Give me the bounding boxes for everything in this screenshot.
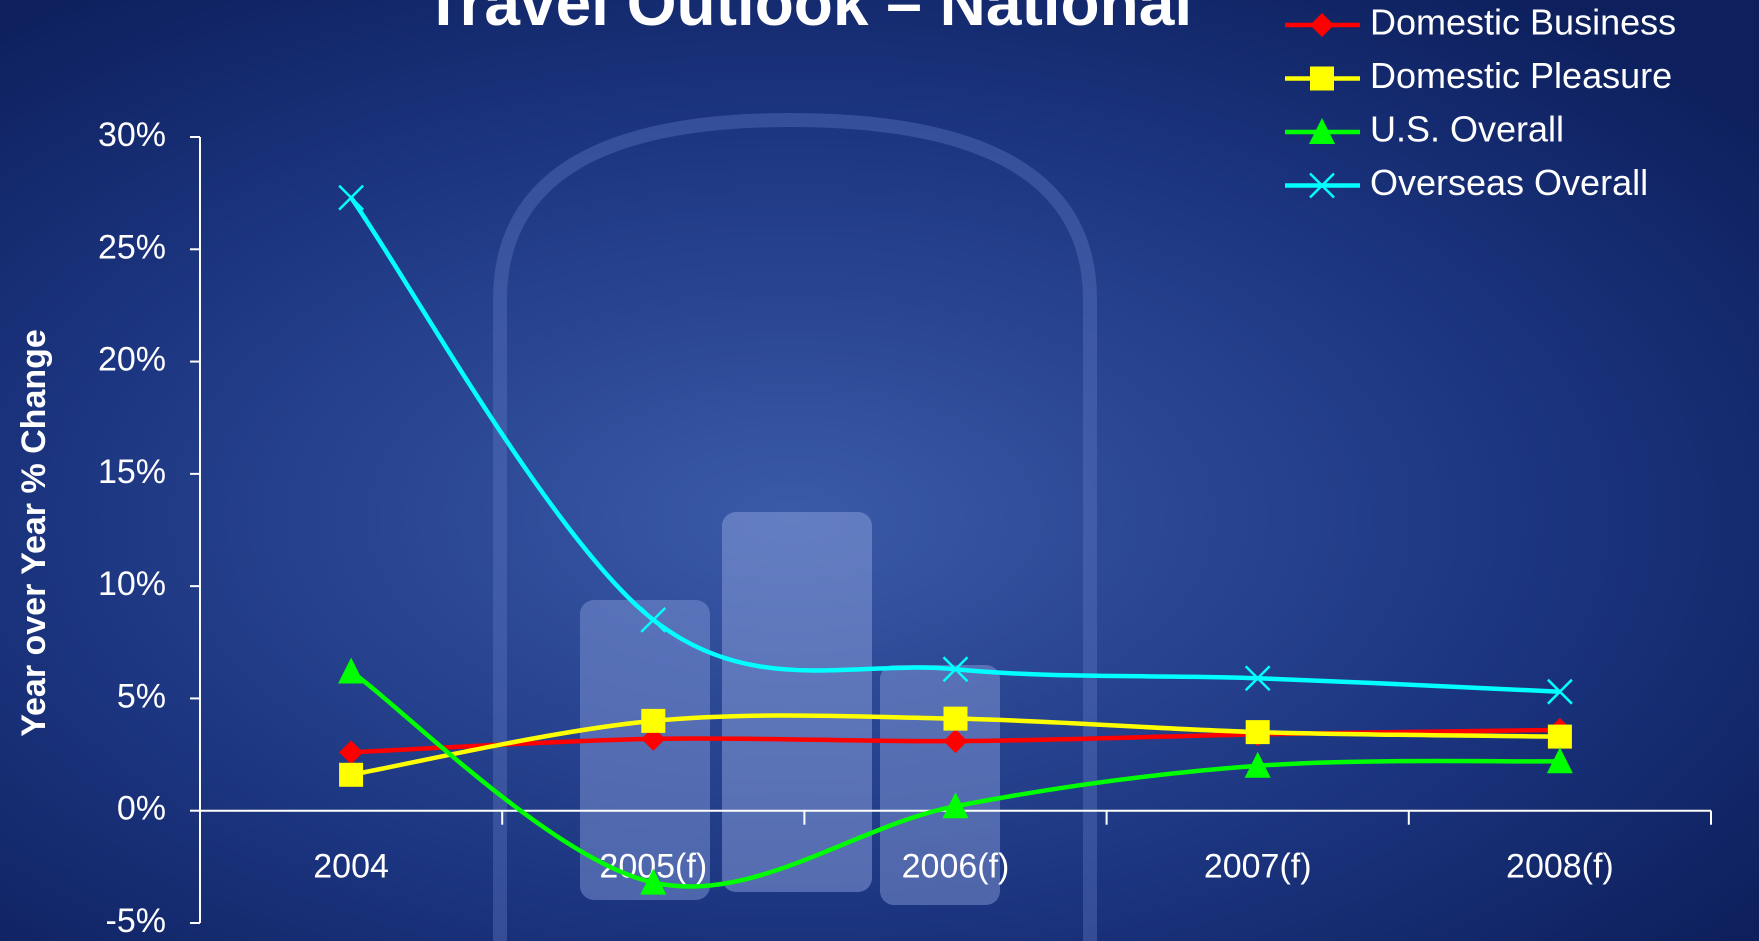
legend-marker: [1309, 118, 1335, 144]
data-point: [942, 656, 969, 683]
data-point: [338, 657, 365, 684]
x-tick-label: 2004: [313, 848, 389, 886]
decor: [722, 512, 872, 892]
series-line: [349, 669, 1560, 889]
data-point: [1547, 678, 1573, 705]
y-tick-label: -5%: [106, 902, 166, 940]
y-tick-label: 10%: [98, 565, 166, 603]
y-tick-label: 25%: [98, 228, 166, 266]
decor: [493, 112, 1097, 941]
legend-label: Domestic Pleasure: [1370, 55, 1672, 96]
data-point: [1245, 720, 1270, 745]
data-point: [942, 792, 969, 819]
legend-label: Domestic Business: [1370, 2, 1676, 43]
legend-label: Overseas Overall: [1370, 162, 1648, 203]
y-tick-label: 20%: [98, 341, 166, 379]
decor: [880, 665, 1000, 905]
decor: [580, 600, 710, 900]
data-point: [339, 740, 364, 765]
legend-marker: [1310, 66, 1334, 91]
data-point: [640, 606, 667, 633]
data-point: [1547, 724, 1572, 749]
x-tick-label: 2008(f): [1506, 848, 1614, 886]
data-point: [339, 762, 364, 787]
data-point: [943, 729, 968, 754]
y-tick-label: 5%: [117, 677, 166, 715]
legend-marker: [1309, 172, 1335, 199]
series-line: [349, 196, 1561, 694]
data-point: [640, 868, 667, 895]
legend-label: U.S. Overall: [1370, 109, 1564, 150]
data-point: [1546, 747, 1573, 774]
data-point: [943, 706, 968, 731]
y-tick-label: 30%: [98, 116, 166, 154]
data-point: [338, 184, 364, 211]
data-point: [1244, 751, 1271, 778]
x-tick-label: 2006(f): [902, 848, 1010, 886]
data-point: [1244, 665, 1271, 692]
legend-marker: [1310, 13, 1334, 37]
chart-title: Travel Outlook – National: [424, 0, 1192, 39]
data-point: [641, 708, 666, 733]
y-tick-label: 0%: [117, 790, 166, 828]
y-axis-label: Year over Year % Change: [15, 329, 53, 737]
x-tick-label: 2007(f): [1204, 848, 1312, 886]
y-tick-label: 15%: [98, 453, 166, 491]
